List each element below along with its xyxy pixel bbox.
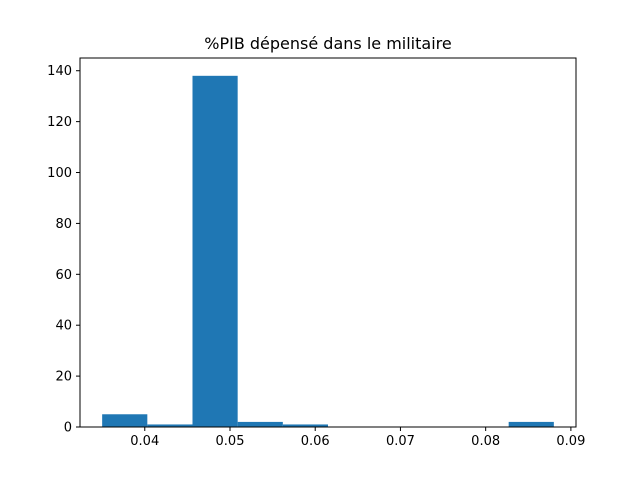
histogram-bar <box>282 424 328 427</box>
x-tick-label: 0.07 <box>386 434 415 449</box>
y-axis-ticks: 0 20 40 60 80 100 120 140 <box>47 64 80 436</box>
y-tick-label: 40 <box>55 319 72 334</box>
chart-title: %PIB dépensé dans le militaire <box>204 34 451 53</box>
y-tick-label: 120 <box>47 115 72 130</box>
histogram-bar <box>508 421 554 427</box>
bars-group <box>102 75 554 428</box>
y-tick-label: 20 <box>55 370 72 385</box>
y-tick-label: 80 <box>55 217 72 232</box>
plot-area-frame <box>79 57 577 428</box>
y-tick-label: 100 <box>47 166 72 181</box>
histogram-bar <box>192 75 238 428</box>
histogram-bar <box>102 414 148 427</box>
x-axis-ticks: 0.04 0.05 0.06 0.07 0.08 0.09 <box>130 427 585 449</box>
x-tick-label: 0.04 <box>130 434 159 449</box>
y-tick-label: 60 <box>55 268 72 283</box>
histogram-bar <box>237 421 283 427</box>
x-tick-label: 0.09 <box>556 434 585 449</box>
y-tick-label: 140 <box>47 64 72 79</box>
histogram-bar <box>147 424 193 427</box>
x-tick-label: 0.08 <box>471 434 500 449</box>
x-tick-label: 0.06 <box>301 434 330 449</box>
y-tick-label: 0 <box>64 421 72 436</box>
x-tick-label: 0.05 <box>216 434 245 449</box>
